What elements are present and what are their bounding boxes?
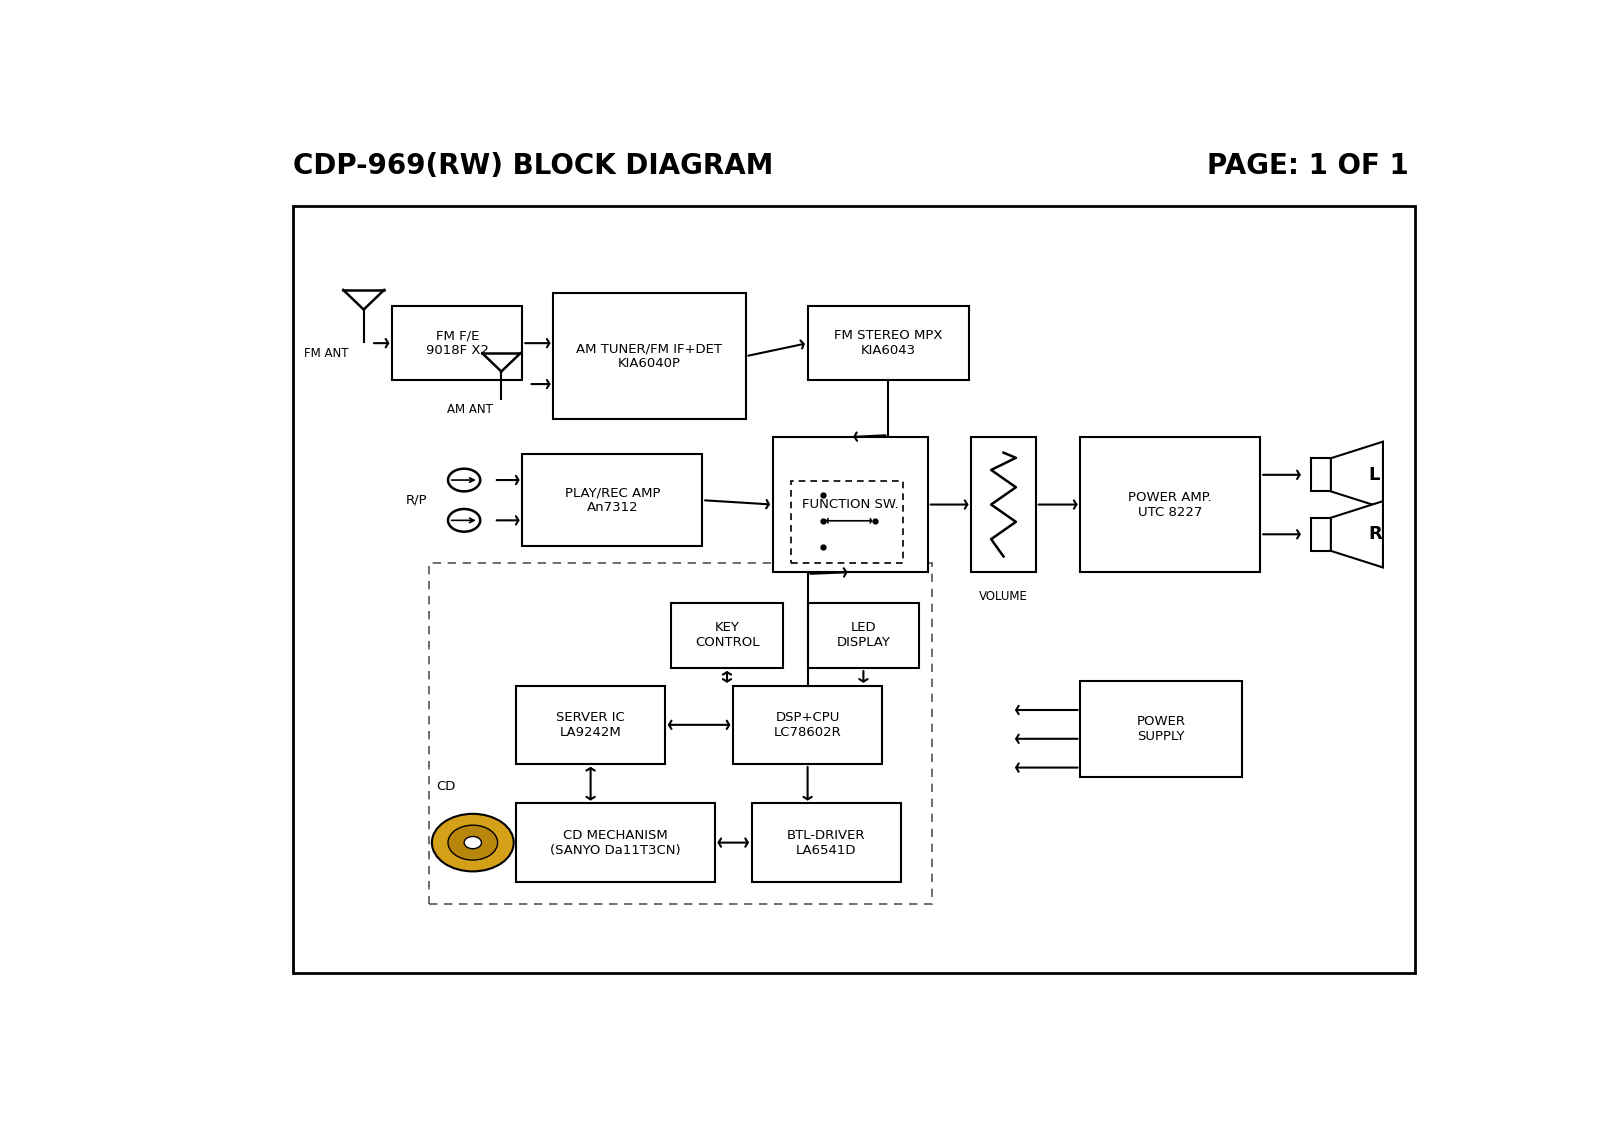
Circle shape <box>448 469 480 492</box>
Circle shape <box>464 836 482 849</box>
Bar <box>517 685 666 764</box>
Text: SERVER IC
LA9242M: SERVER IC LA9242M <box>557 710 626 739</box>
Bar <box>1310 518 1331 551</box>
Text: FM F/E
9018F X2: FM F/E 9018F X2 <box>426 330 490 357</box>
Bar <box>293 206 1416 973</box>
Bar <box>523 454 702 546</box>
Text: BTL-DRIVER
LA6541D: BTL-DRIVER LA6541D <box>787 828 866 857</box>
Bar <box>808 306 970 381</box>
Circle shape <box>432 813 514 871</box>
Bar <box>554 293 746 419</box>
Text: VOLUME: VOLUME <box>979 589 1027 603</box>
Circle shape <box>448 509 480 531</box>
Polygon shape <box>1331 442 1382 508</box>
Bar <box>1080 437 1261 572</box>
Text: KEY
CONTROL: KEY CONTROL <box>694 621 760 649</box>
Bar <box>752 803 901 881</box>
Text: POWER
SUPPLY: POWER SUPPLY <box>1136 715 1186 743</box>
Text: FUNCTION SW.: FUNCTION SW. <box>802 499 899 511</box>
Bar <box>808 603 918 668</box>
Text: R: R <box>1368 526 1382 544</box>
Bar <box>429 563 931 904</box>
Bar <box>1080 681 1242 777</box>
Text: CDP-969(RW) BLOCK DIAGRAM: CDP-969(RW) BLOCK DIAGRAM <box>293 153 773 180</box>
Bar <box>1310 458 1331 492</box>
Bar <box>517 803 715 881</box>
Text: PLAY/REC AMP
An7312: PLAY/REC AMP An7312 <box>565 486 661 514</box>
Text: PAGE: 1 OF 1: PAGE: 1 OF 1 <box>1208 153 1410 180</box>
Text: LED
DISPLAY: LED DISPLAY <box>837 621 890 649</box>
Polygon shape <box>1331 501 1382 568</box>
Bar <box>672 603 782 668</box>
Text: L: L <box>1368 466 1379 484</box>
Bar <box>792 480 902 563</box>
Text: R/P: R/P <box>406 494 427 506</box>
Bar <box>773 437 928 572</box>
Circle shape <box>448 825 498 860</box>
Text: AM ANT: AM ANT <box>448 403 493 416</box>
Text: CD: CD <box>435 780 456 793</box>
Text: CD MECHANISM
(SANYO Da11T3CN): CD MECHANISM (SANYO Da11T3CN) <box>550 828 680 857</box>
Text: DSP+CPU
LC78602R: DSP+CPU LC78602R <box>774 710 842 739</box>
Text: FM ANT: FM ANT <box>304 347 349 360</box>
Text: AM TUNER/FM IF+DET
KIA6040P: AM TUNER/FM IF+DET KIA6040P <box>576 342 723 370</box>
Bar <box>392 306 522 381</box>
Bar <box>733 685 882 764</box>
Text: POWER AMP.
UTC 8227: POWER AMP. UTC 8227 <box>1128 491 1213 519</box>
Bar <box>971 437 1035 572</box>
Text: FM STEREO MPX
KIA6043: FM STEREO MPX KIA6043 <box>834 330 942 357</box>
